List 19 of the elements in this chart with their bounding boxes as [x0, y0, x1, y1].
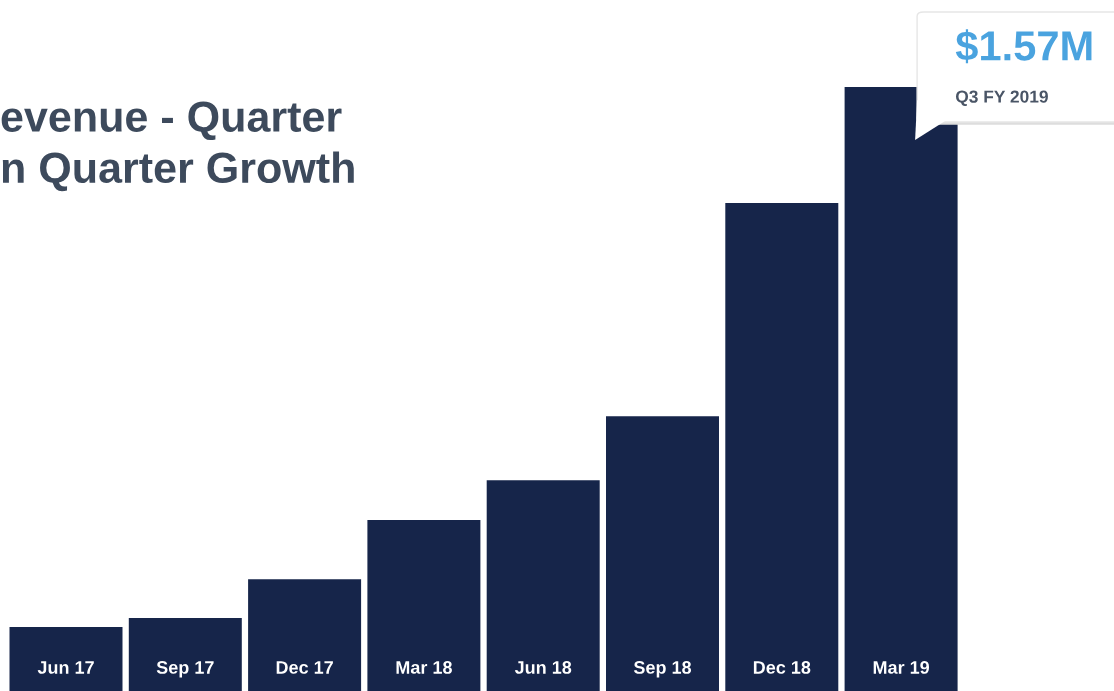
bar — [606, 416, 719, 691]
x-tick-label: Dec 17 — [276, 661, 333, 674]
x-tick-label: Mar 18 — [396, 661, 452, 674]
annotation: $1.57M — [955, 29, 1092, 64]
bar — [367, 520, 481, 691]
bar — [725, 202, 839, 691]
bar — [128, 617, 242, 691]
annotation: Q3 FY 2019 — [955, 90, 1048, 107]
x-tick-label: Jun 18 — [514, 661, 572, 674]
bar — [486, 480, 600, 691]
x-tick-label: Sep 18 — [633, 661, 692, 678]
x-tick-label: Dec 18 — [753, 661, 811, 674]
bar — [844, 87, 958, 691]
x-tick-label: Sep 17 — [156, 661, 214, 678]
text: evenue - Quarter n Quarter Growth — [1, 101, 354, 192]
bar — [9, 626, 123, 691]
x-tick-label: Mar 19 — [873, 661, 930, 674]
x-tick-label: Jun 17 — [37, 661, 94, 674]
bar — [248, 579, 362, 691]
